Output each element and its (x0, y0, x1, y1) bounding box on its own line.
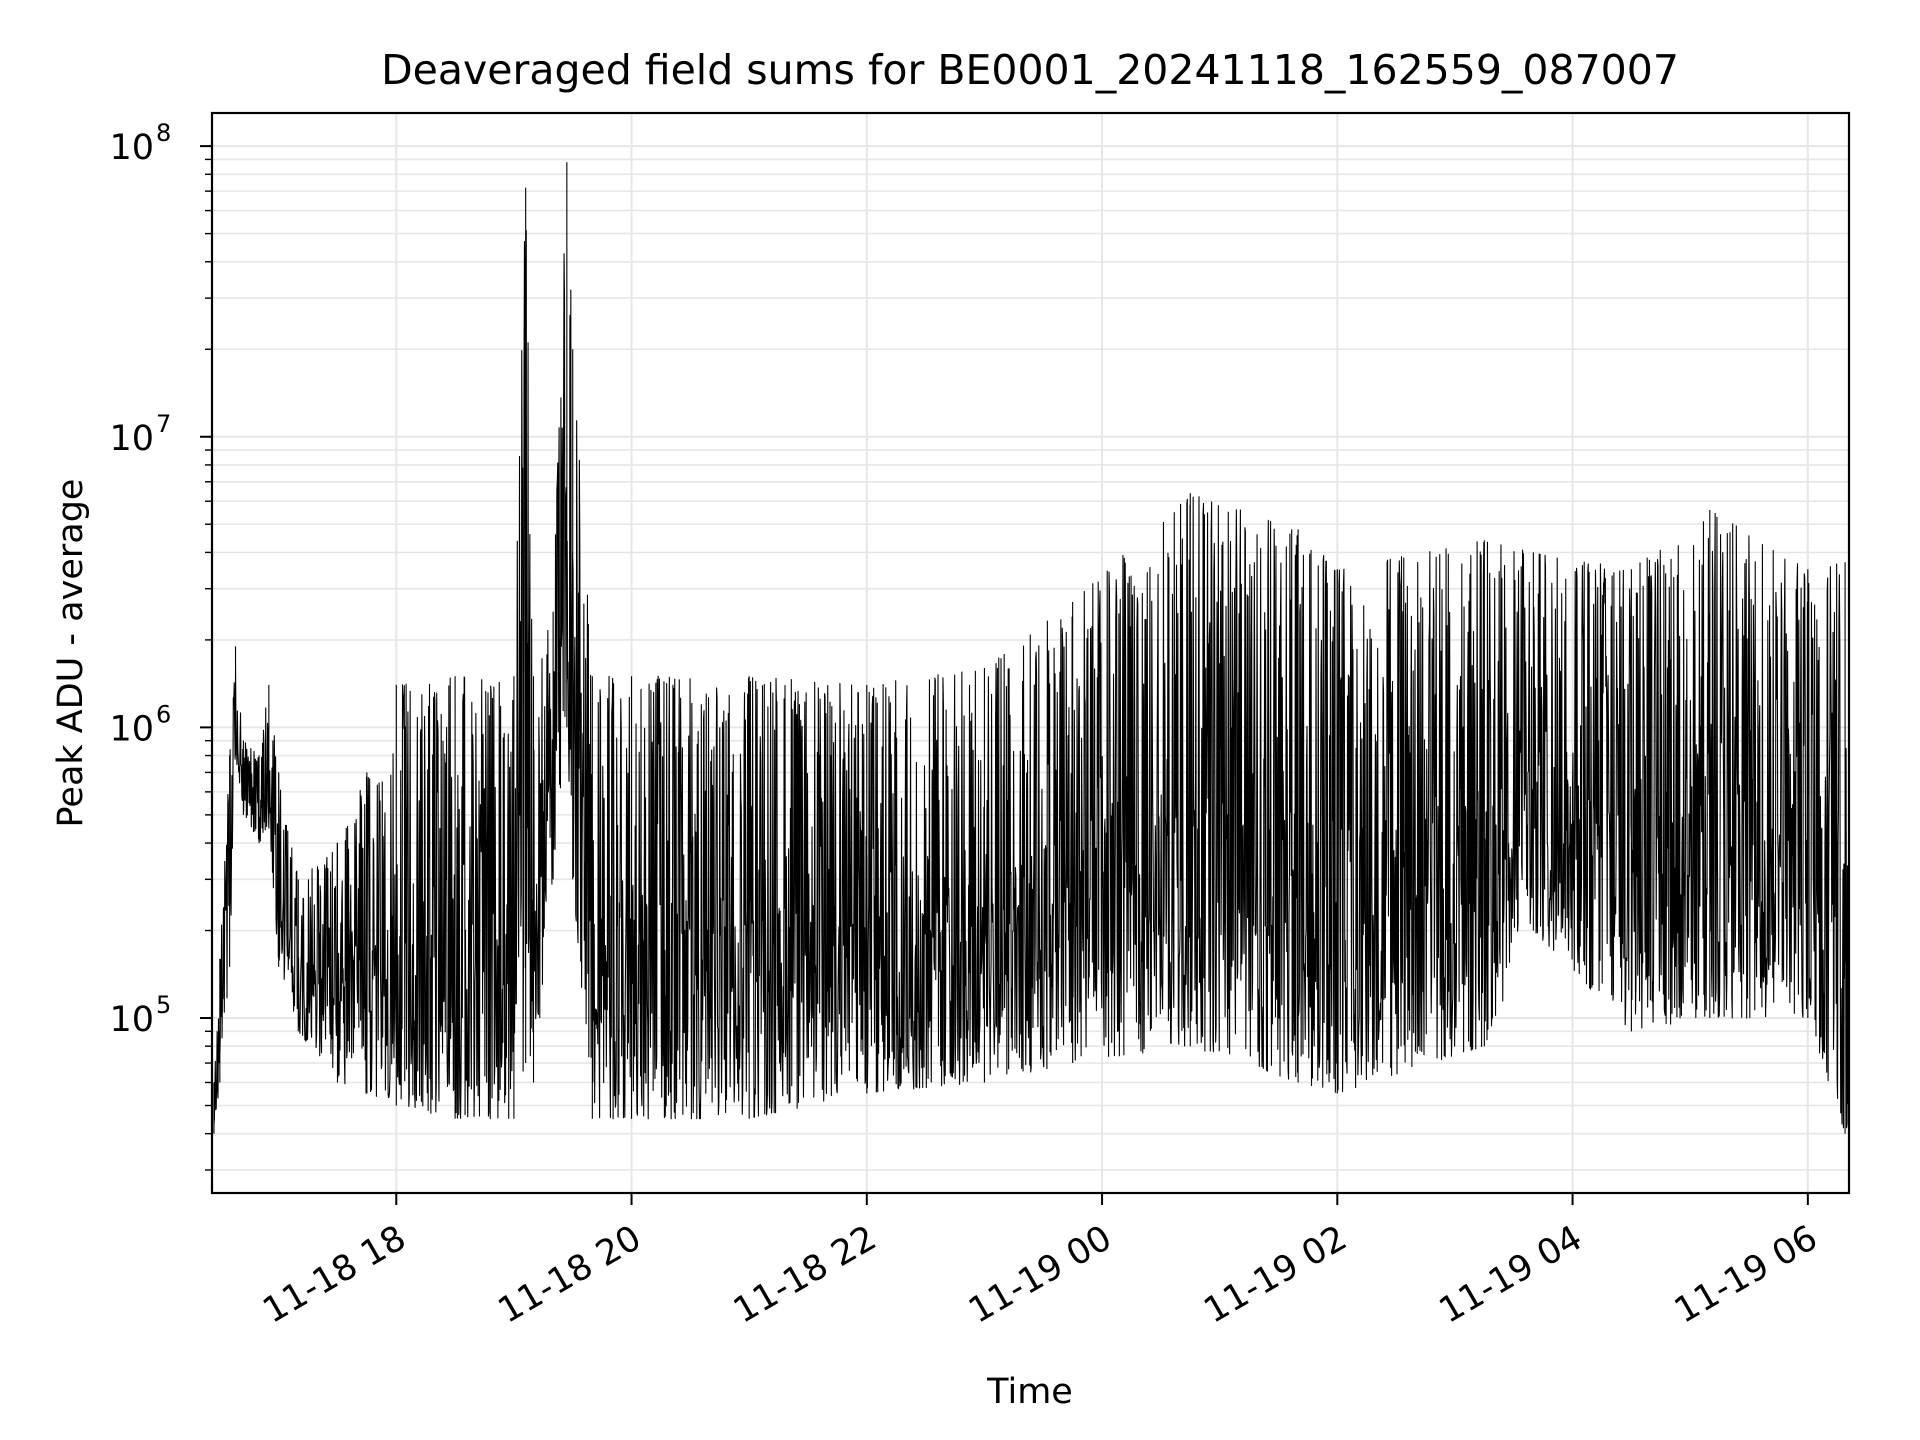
plot-frame (210, 111, 1851, 1195)
y-tick-exponent: 8 (156, 119, 171, 147)
y-tick-exponent: 6 (156, 700, 171, 728)
data-series (213, 162, 1850, 1134)
y-tick-label: 10 (109, 1000, 154, 1040)
y-tick-exponent: 7 (156, 410, 171, 438)
y-tick-label: 10 (109, 709, 154, 749)
chart-title: Deaveraged field sums for BE0001_2024111… (381, 46, 1679, 94)
y-axis-label: Peak ADU - average (51, 479, 91, 828)
y-tick-exponent: 5 (156, 991, 171, 1019)
x-axis-label: Time (986, 1372, 1073, 1412)
y-tick-label: 10 (109, 128, 154, 168)
data-line (213, 162, 1850, 1134)
y-tick-label: 10 (109, 419, 154, 459)
